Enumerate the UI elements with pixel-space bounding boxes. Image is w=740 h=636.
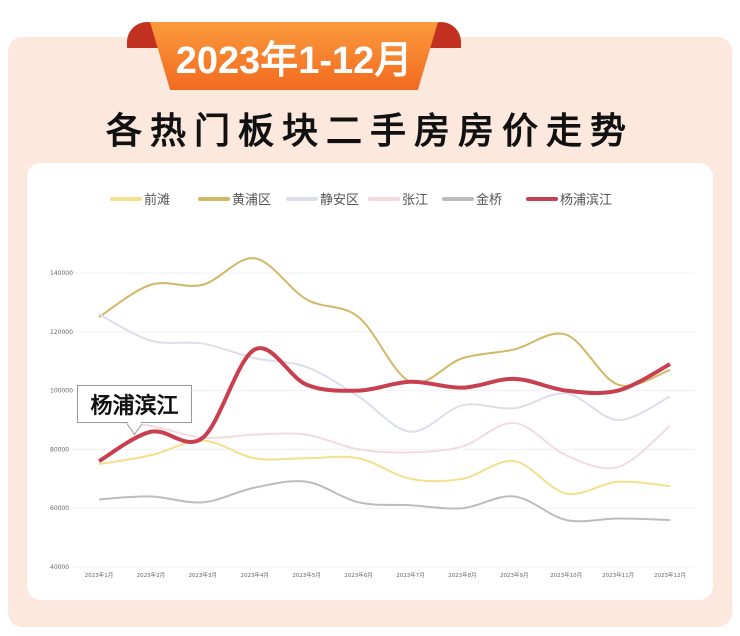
x-tick-label: 2023年6月 [344, 571, 373, 579]
page-title: 各热门板块二手房房价走势 [105, 111, 634, 152]
series-line-0 [98, 439, 671, 496]
legend-label: 黄浦区 [232, 193, 271, 208]
y-tick-label: 140000 [50, 270, 73, 277]
x-tick-label: 2023年3月 [189, 571, 218, 579]
legend-label: 前滩 [144, 192, 170, 208]
y-tick-label: 80000 [50, 446, 69, 453]
x-tick-label: 2023年10月 [550, 571, 582, 579]
y-tick-label: 40000 [50, 564, 69, 571]
series-line-2 [98, 313, 671, 433]
chart-card [27, 163, 713, 600]
series-line-4 [98, 480, 671, 523]
yangpu-callout: 杨浦滨江 [77, 385, 192, 423]
x-tick-label: 2023年11月 [602, 571, 634, 579]
series-line-5 [97, 346, 671, 463]
x-tick-label: 2023年9月 [500, 571, 529, 579]
x-tick-label: 2023年12月 [654, 571, 686, 579]
legend-label: 静安区 [320, 193, 359, 208]
x-tick-label: 2023年5月 [292, 571, 321, 579]
x-tick-label: 2023年2月 [137, 571, 166, 579]
y-tick-label: 100000 [50, 388, 73, 395]
legend-label: 金桥 [476, 192, 502, 208]
legend-label: 杨浦滨江 [560, 192, 612, 208]
date-banner: 2023年1-12月 [150, 22, 438, 90]
x-tick-label: 2023年7月 [396, 571, 425, 579]
y-tick-label: 120000 [50, 329, 73, 336]
legend-label: 张江 [402, 193, 428, 208]
x-tick-label: 2023年1月 [85, 571, 114, 579]
x-tick-label: 2023年8月 [448, 571, 477, 579]
x-tick-label: 2023年4月 [240, 571, 269, 579]
y-tick-label: 60000 [50, 505, 69, 512]
series-line-1 [98, 257, 671, 387]
